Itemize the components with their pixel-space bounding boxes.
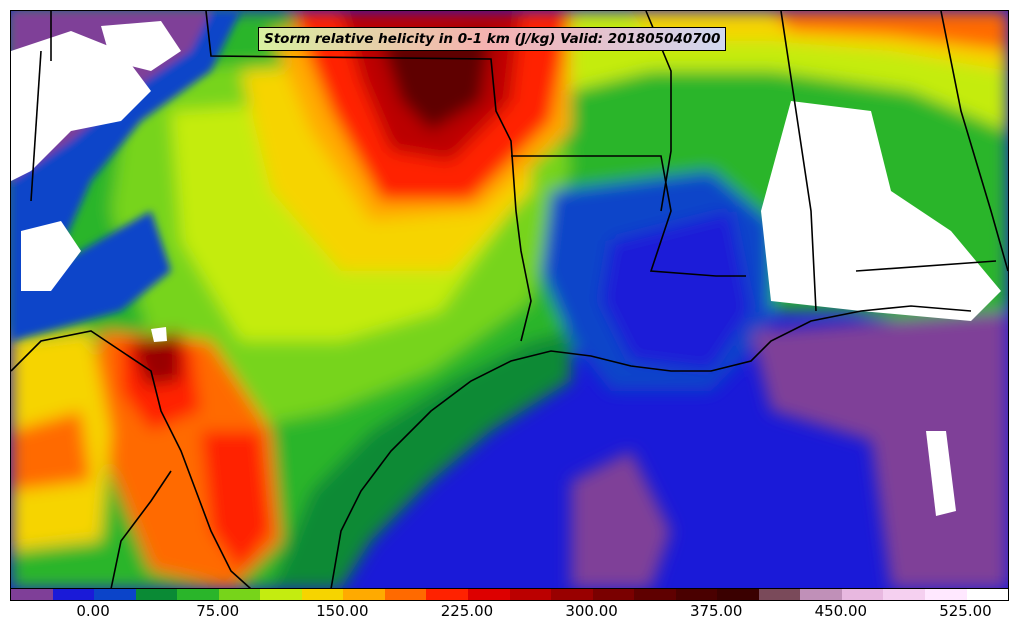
colorbar-segment — [800, 589, 842, 600]
colorbar-segment — [177, 589, 219, 600]
colorbar-segment — [11, 589, 53, 600]
helicity-field — [11, 11, 1008, 589]
colorbar-tick-label: 525.00 — [939, 602, 992, 620]
colorbar-segment — [135, 589, 178, 600]
colorbar-tick-label: 0.00 — [76, 602, 110, 620]
colorbar-tick-label: 300.00 — [565, 602, 618, 620]
colorbar-tick-label: 225.00 — [440, 602, 494, 620]
colorbar-segment — [758, 589, 801, 600]
colorbar-tick-label: 75.00 — [196, 602, 240, 620]
colorbar-segment — [717, 589, 759, 600]
colorbar-segment — [343, 589, 385, 600]
colorbar-ticks: 0.00 75.00 150.00 225.00 300.00 375.00 450.00 5… — [0, 602, 1018, 626]
colorbar-segment — [52, 589, 95, 600]
map-title: Storm relative helicity in 0-1 km (J/kg)… — [258, 27, 727, 51]
colorbar-tick-label: 375.00 — [689, 602, 743, 620]
colorbar — [10, 588, 1009, 601]
colorbar-tick-label: 150.00 — [316, 602, 369, 620]
colorbar-segment — [218, 589, 261, 600]
helicity-map: Storm relative helicity in 0-1 km (J/kg)… — [10, 10, 1009, 590]
colorbar-segment — [301, 589, 344, 600]
colorbar-segment — [551, 589, 593, 600]
colorbar-segment — [592, 589, 635, 600]
colorbar-segment — [509, 589, 552, 600]
colorbar-segment — [426, 589, 469, 600]
colorbar-segment — [260, 589, 302, 600]
colorbar-segment — [883, 589, 926, 600]
colorbar-segment — [634, 589, 676, 600]
colorbar-segment — [468, 589, 510, 600]
colorbar-segment — [384, 589, 427, 600]
colorbar-segment — [966, 589, 1009, 600]
colorbar-segment — [841, 589, 884, 600]
colorbar-segment — [94, 589, 136, 600]
colorbar-segment — [675, 589, 718, 600]
colorbar-segment — [925, 589, 967, 600]
colorbar-tick-label: 450.00 — [814, 602, 868, 620]
